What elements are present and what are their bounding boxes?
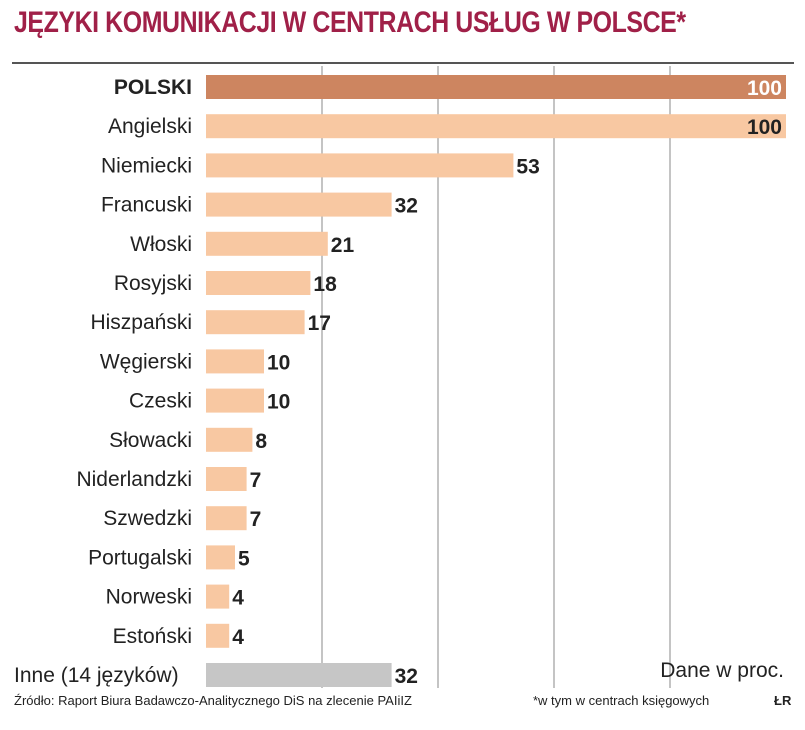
bar (206, 310, 305, 335)
bars (206, 75, 786, 687)
value-label: 100 (747, 77, 782, 100)
bar (206, 114, 786, 139)
category-label: Niemiecki (101, 154, 192, 177)
bar (206, 584, 230, 609)
category-label: POLSKI (114, 76, 192, 99)
bar (206, 153, 514, 178)
category-labels: POLSKI Angielski Niemiecki Francuski Włoski R… (14, 76, 192, 687)
chart-title: JĘZYKI KOMUNIKACJI W CENTRACH USŁUG W PO… (14, 6, 686, 39)
unit-note: Dane w proc. (660, 659, 784, 682)
category-label: Włoski (130, 233, 192, 256)
title-divider (12, 62, 794, 64)
value-label: 53 (516, 155, 539, 178)
category-label: Norweski (106, 586, 192, 609)
value-label: 4 (232, 587, 244, 610)
bar (206, 427, 253, 452)
footnote: *w tym w centrach księgowych (533, 693, 710, 708)
value-label: 7 (250, 508, 262, 531)
value-label: 21 (331, 234, 355, 257)
category-label: Węgierski (100, 350, 192, 373)
source-note: Źródło: Raport Biura Badawczo-Analityczn… (14, 693, 412, 708)
value-label: 100 (747, 116, 782, 139)
bar (206, 192, 392, 217)
bar (206, 623, 230, 648)
value-label: 8 (255, 430, 267, 453)
bar (206, 388, 264, 413)
category-label: Niderlandzki (76, 468, 192, 491)
bar (206, 545, 235, 570)
category-label: Estoński (113, 625, 192, 648)
author-credit: ŁR (774, 693, 792, 708)
bar-chart: POLSKI Angielski Niemiecki Francuski Włoski R… (14, 66, 786, 688)
value-label: 32 (395, 665, 418, 688)
category-label: Inne (14 języków) (14, 664, 179, 687)
category-label: Słowacki (109, 429, 192, 452)
category-label: Hiszpański (90, 311, 192, 334)
bar (206, 467, 247, 491)
bar (206, 75, 786, 99)
value-label: 10 (267, 391, 290, 414)
value-label: 32 (395, 195, 418, 218)
category-label: Francuski (101, 194, 192, 217)
bar (206, 349, 264, 374)
category-label: Portugalski (88, 546, 192, 569)
bar (206, 231, 328, 256)
value-label: 17 (308, 312, 331, 335)
bar (206, 663, 392, 687)
category-label: Angielski (108, 115, 192, 138)
value-label: 7 (250, 469, 262, 492)
value-label: 5 (238, 547, 250, 570)
category-label: Czeski (129, 390, 192, 413)
value-label: 18 (313, 273, 337, 296)
bar (206, 271, 311, 295)
category-label: Szwedzki (103, 507, 192, 530)
value-label: 10 (267, 351, 290, 374)
category-label: Rosyjski (114, 272, 192, 295)
value-label: 4 (232, 626, 244, 649)
bar (206, 506, 247, 531)
